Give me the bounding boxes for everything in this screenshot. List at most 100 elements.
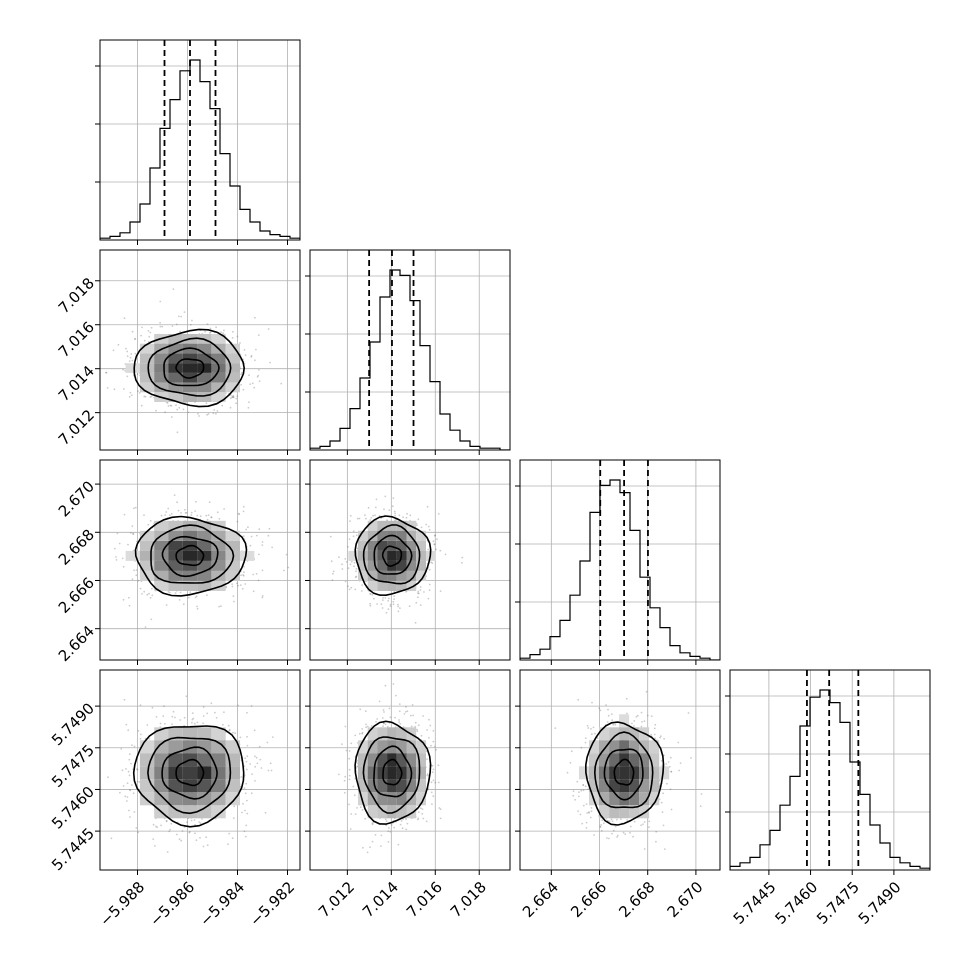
density-cell xyxy=(182,766,198,780)
scatter-point xyxy=(105,371,108,374)
density-cell xyxy=(377,753,388,767)
scatter-point xyxy=(132,533,135,536)
x-tick-label: −5.982 xyxy=(246,878,298,930)
density-cell xyxy=(416,792,426,806)
scatter-point xyxy=(399,607,401,609)
scatter-point xyxy=(246,755,249,758)
scatter-point xyxy=(129,532,132,534)
scatter-point xyxy=(397,605,400,608)
density-cell xyxy=(125,550,140,561)
scatter-point xyxy=(260,767,263,769)
density-cell xyxy=(358,530,368,541)
scatter-point xyxy=(128,395,131,398)
scatter-point xyxy=(150,395,153,398)
scatter-point xyxy=(250,356,253,358)
panel-frame xyxy=(519,459,721,661)
scatter-point xyxy=(207,514,210,517)
scatter-point xyxy=(244,792,247,795)
scatter-point xyxy=(349,514,352,517)
scatter-point xyxy=(246,799,248,802)
scatter-point xyxy=(433,534,436,537)
scatter-point xyxy=(364,817,367,820)
scatter-point xyxy=(369,593,372,595)
scatter-point xyxy=(354,734,357,737)
scatter-point xyxy=(375,720,377,723)
density-cell xyxy=(168,581,183,591)
histogram-2 xyxy=(520,479,720,660)
density-cell xyxy=(168,560,183,571)
density-cell xyxy=(168,540,183,551)
contour-level-3 xyxy=(132,725,245,828)
scatter-point xyxy=(249,544,252,547)
scatter-point xyxy=(353,561,356,564)
scatter-point xyxy=(210,516,213,519)
density-cell xyxy=(406,570,417,581)
density-cell xyxy=(211,766,226,780)
contour-level-0 xyxy=(381,545,403,567)
scatter-point xyxy=(228,729,231,732)
scatter-point xyxy=(223,711,225,714)
y-tick-label: 5.7475 xyxy=(48,741,98,791)
scatter-point xyxy=(258,380,261,382)
scatter-point xyxy=(159,300,162,303)
density-cell xyxy=(139,363,155,373)
scatter-point xyxy=(461,556,464,559)
density-cell xyxy=(387,727,397,741)
density-cell xyxy=(387,581,397,591)
density-cell xyxy=(406,753,417,767)
scatter-point xyxy=(287,566,290,569)
scatter-point xyxy=(125,723,128,726)
density-cell xyxy=(367,779,378,793)
scatter-point xyxy=(430,781,433,784)
scatter-point xyxy=(135,569,138,571)
scatter-point xyxy=(228,728,231,731)
scatter-point xyxy=(361,732,363,735)
scatter-point xyxy=(401,827,404,830)
scatter-point xyxy=(256,762,259,765)
scatter-point xyxy=(206,323,209,325)
scatter-point xyxy=(136,540,138,543)
scatter-point xyxy=(143,590,146,593)
scatter-point xyxy=(240,776,243,778)
density-cell xyxy=(211,570,226,581)
scatter-point xyxy=(419,589,422,591)
scatter-point xyxy=(414,721,417,724)
scatter-point xyxy=(354,813,357,815)
scatter-point xyxy=(185,511,188,514)
scatter-point xyxy=(149,596,152,599)
density-cell xyxy=(377,779,388,793)
panel-2-1 xyxy=(305,459,511,665)
density-cell xyxy=(197,343,212,354)
density-cell xyxy=(168,392,183,402)
scatter-point xyxy=(128,360,131,362)
density-cell xyxy=(396,540,407,551)
density-grid xyxy=(358,727,426,819)
scatter-point xyxy=(435,749,437,751)
scatter-point xyxy=(245,528,248,531)
density-cell xyxy=(396,520,407,531)
scatter-point xyxy=(178,838,181,841)
scatter-point xyxy=(408,605,411,608)
density-cell xyxy=(154,382,169,393)
scatter-point xyxy=(398,721,401,723)
panel-frame xyxy=(99,669,301,871)
scatter-point xyxy=(183,716,186,719)
scatter-point xyxy=(144,395,147,398)
scatter-point xyxy=(252,573,255,576)
scatter-point xyxy=(233,600,235,603)
scatter-point xyxy=(148,335,151,338)
scatter-point xyxy=(353,794,356,797)
density-cell xyxy=(416,766,426,780)
scatter-point xyxy=(229,397,232,400)
scatter-point xyxy=(179,591,182,594)
scatter-point xyxy=(136,373,139,376)
density-cell xyxy=(416,753,426,767)
scatter-point xyxy=(137,730,140,732)
scatter-point xyxy=(393,598,395,600)
density-cell xyxy=(416,570,426,581)
scatter-point xyxy=(188,830,191,833)
scatter-point xyxy=(166,402,169,404)
scatter-point xyxy=(194,596,197,599)
scatter-point xyxy=(421,808,424,810)
scatter-point xyxy=(128,604,131,607)
